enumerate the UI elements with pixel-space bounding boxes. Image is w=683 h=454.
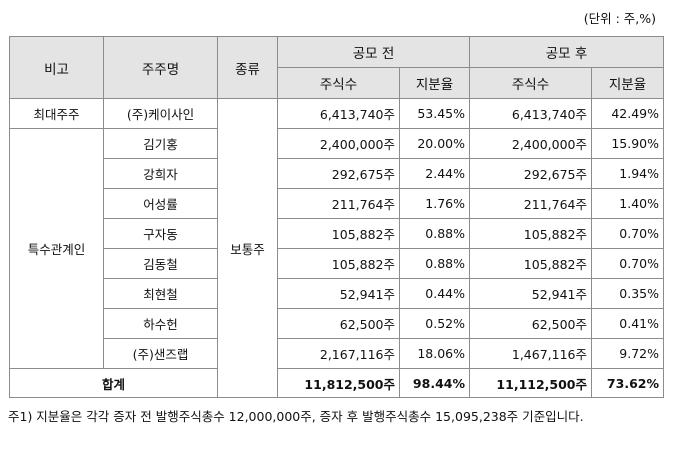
shareholder-name: 하수헌 [103, 308, 218, 339]
table-row: 하수헌 62,500주 0.52% 62,500주 0.41% [10, 308, 664, 339]
before-shares: 105,882주 [277, 248, 400, 279]
after-shares: 105,882주 [469, 248, 592, 279]
after-ratio: 0.41% [591, 308, 664, 339]
before-ratio: 0.88% [399, 248, 470, 279]
table-row: 최현철 52,941주 0.44% 52,941주 0.35% [10, 278, 664, 309]
before-shares: 6,413,740주 [277, 98, 400, 129]
unit-label: (단위 : 주,%) [583, 11, 656, 26]
before-ratio: 0.52% [399, 308, 470, 339]
header-before-ratio: 지분율 [399, 67, 470, 99]
shareholder-name: 구자동 [103, 218, 218, 249]
before-shares: 2,400,000주 [277, 128, 400, 159]
after-shares: 1,467,116주 [469, 338, 592, 369]
after-shares: 6,413,740주 [469, 98, 592, 129]
shareholder-name: 김기홍 [103, 128, 218, 159]
before-ratio: 2.44% [399, 158, 470, 189]
table-row: 특수관계인 김기홍 2,400,000주 20.00% 2,400,000주 1… [9, 128, 664, 369]
total-after-ratio: 73.62% [591, 368, 664, 398]
after-ratio: 1.94% [591, 158, 664, 189]
header-share-type: 종류 [217, 36, 278, 99]
shareholder-name: (주)케이사인 [103, 98, 218, 129]
before-ratio: 0.88% [399, 218, 470, 249]
after-ratio: 0.35% [591, 278, 664, 309]
shareholder-table: 비고 주주명 종류 공모 전 공모 후 주식수 지분율 주식수 지분율 최대주주… [9, 36, 664, 398]
after-shares: 2,400,000주 [469, 128, 592, 159]
table-row: (주)샌즈랩 2,167,116주 18.06% 1,467,116주 9.72… [10, 338, 664, 369]
total-before-ratio: 98.44% [399, 368, 470, 398]
table-row: 어성률 211,764주 1.76% 211,764주 1.40% [10, 188, 664, 219]
group-cell: 최대주주 [9, 98, 104, 129]
before-shares: 62,500주 [277, 308, 400, 339]
group-cell: 특수관계인 [9, 128, 104, 369]
after-shares: 105,882주 [469, 218, 592, 249]
table-row: 김동철 105,882주 0.88% 105,882주 0.70% [10, 248, 664, 279]
total-label: 합계 [9, 368, 218, 398]
total-row: 합계 11,812,500주 98.44% 11,112,500주 73.62% [9, 368, 664, 398]
after-ratio: 1.40% [591, 188, 664, 219]
total-before-shares: 11,812,500주 [277, 368, 400, 398]
share-type-cell: 보통주 [217, 98, 278, 398]
header-before-shares: 주식수 [277, 67, 400, 99]
header-before-offering: 공모 전 [277, 36, 470, 68]
after-shares: 292,675주 [469, 158, 592, 189]
before-shares: 52,941주 [277, 278, 400, 309]
shareholder-name: (주)샌즈랩 [103, 338, 218, 369]
before-shares: 211,764주 [277, 188, 400, 219]
table-row: 최대주주 (주)케이사인 보통주 6,413,740주 53.45% 6,413… [9, 98, 664, 398]
after-shares: 62,500주 [469, 308, 592, 339]
after-shares: 52,941주 [469, 278, 592, 309]
after-ratio: 0.70% [591, 218, 664, 249]
after-ratio: 42.49% [591, 98, 664, 129]
before-shares: 2,167,116주 [277, 338, 400, 369]
before-shares: 105,882주 [277, 218, 400, 249]
shareholder-name: 어성률 [103, 188, 218, 219]
after-ratio: 0.70% [591, 248, 664, 279]
before-ratio: 53.45% [399, 98, 470, 129]
total-after-shares: 11,112,500주 [469, 368, 592, 398]
after-ratio: 15.90% [591, 128, 664, 159]
before-ratio: 18.06% [399, 338, 470, 369]
before-shares: 292,675주 [277, 158, 400, 189]
before-ratio: 0.44% [399, 278, 470, 309]
shareholder-name: 김동철 [103, 248, 218, 279]
table-row: 강희자 292,675주 2.44% 292,675주 1.94% [10, 158, 664, 189]
header-shareholder-name: 주주명 [103, 36, 218, 99]
shareholder-name: 강희자 [103, 158, 218, 189]
after-ratio: 9.72% [591, 338, 664, 369]
footnote: 주1) 지분율은 각각 증자 전 발행주식총수 12,000,000주, 증자 … [8, 409, 584, 424]
after-shares: 211,764주 [469, 188, 592, 219]
header-after-offering: 공모 후 [469, 36, 664, 68]
header-after-shares: 주식수 [469, 67, 592, 99]
before-ratio: 1.76% [399, 188, 470, 219]
header-after-ratio: 지분율 [591, 67, 664, 99]
table-row: 구자동 105,882주 0.88% 105,882주 0.70% [10, 218, 664, 249]
header-note: 비고 [9, 36, 104, 99]
shareholder-name: 최현철 [103, 278, 218, 309]
before-ratio: 20.00% [399, 128, 470, 159]
